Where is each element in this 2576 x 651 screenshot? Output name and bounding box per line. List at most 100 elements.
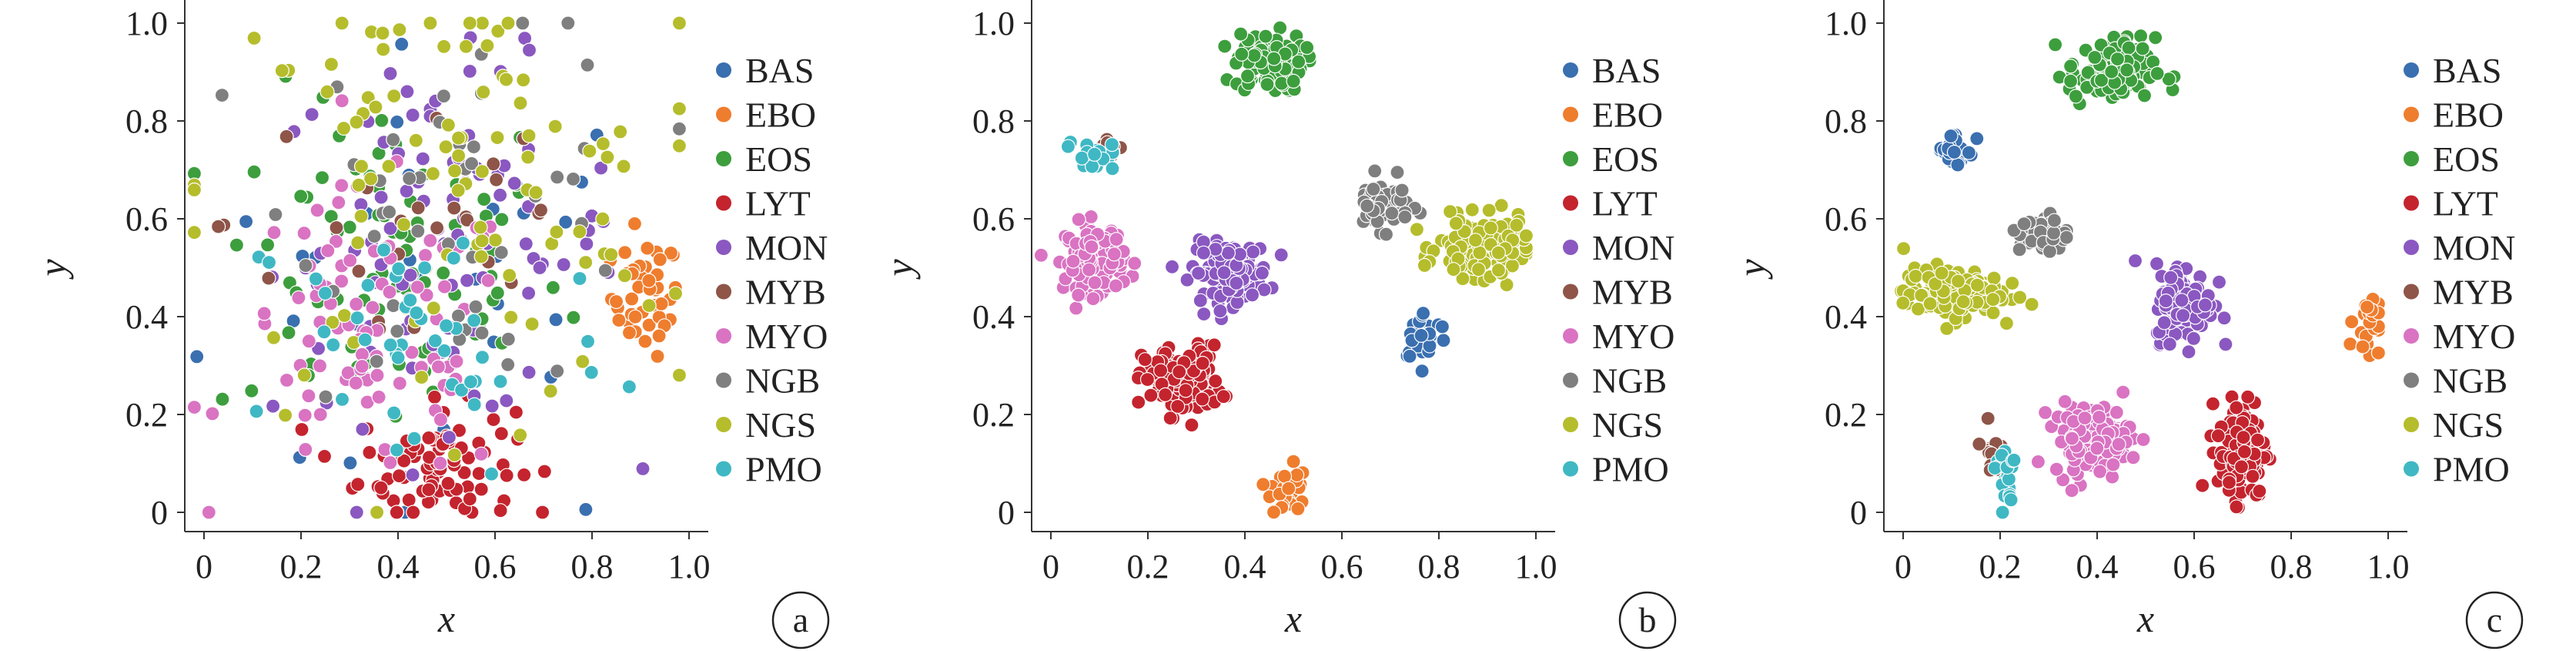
point-mon	[2149, 256, 2165, 271]
point-mon	[383, 221, 398, 237]
point-bas	[1969, 131, 1985, 146]
point-ebo	[641, 273, 657, 288]
y-tick-label: 1.0	[125, 5, 168, 42]
point-lyt	[1157, 387, 1173, 403]
legend-marker-lyt	[716, 195, 731, 211]
point-myo	[365, 300, 380, 315]
legend-marker-pmo	[716, 461, 731, 477]
legend-label-myb: MYB	[745, 273, 826, 312]
point-ngs	[1986, 270, 2002, 286]
point-lyt	[401, 492, 417, 508]
point-mon	[373, 190, 389, 205]
y-tick-label: 0.8	[972, 102, 1015, 140]
point-pmo	[383, 337, 398, 353]
legend-marker-ngb	[716, 372, 731, 388]
point-pmo	[334, 391, 350, 408]
point-pmo	[453, 382, 470, 398]
point-eos	[281, 325, 296, 341]
point-ngs	[528, 185, 544, 200]
point-myb	[329, 220, 344, 236]
point-mon	[2127, 253, 2143, 269]
point-ngs	[1969, 277, 1985, 293]
point-myo	[1069, 300, 1084, 316]
point-ngs	[595, 136, 611, 152]
point-mon	[521, 364, 537, 380]
point-lyt	[2210, 428, 2226, 444]
point-lyt	[389, 505, 404, 520]
point-mon	[579, 237, 594, 252]
point-pmo	[390, 350, 406, 365]
point-ngs	[1464, 202, 1480, 217]
point-myo	[433, 455, 448, 471]
point-ngs	[1490, 245, 1507, 260]
point-ngs	[1922, 296, 1938, 311]
point-myb	[1972, 436, 1987, 452]
point-lyt	[499, 468, 514, 483]
point-myo	[2030, 454, 2046, 470]
point-mon	[2216, 310, 2232, 326]
point-ngs	[474, 15, 490, 31]
x-axis-title: x	[1284, 597, 1302, 640]
point-myo	[1106, 247, 1122, 262]
legend-label-mon: MON	[745, 228, 828, 267]
point-ebo	[637, 334, 653, 349]
point-ngs	[266, 330, 282, 345]
point-ebo	[1286, 454, 1301, 469]
point-ngb	[298, 258, 313, 273]
point-ngs	[473, 249, 489, 264]
legend-marker-ngb	[2404, 372, 2419, 388]
point-ngs	[671, 367, 687, 383]
point-ngb	[2059, 230, 2074, 245]
point-ngs	[604, 247, 619, 263]
point-ngs	[572, 224, 587, 240]
point-pmo	[391, 261, 406, 277]
legend-marker-eos	[716, 151, 731, 166]
legend-marker-ebo	[2404, 106, 2419, 122]
point-eos	[1286, 73, 1301, 89]
point-bas	[548, 312, 564, 327]
point-ngb	[410, 223, 426, 239]
point-ngs	[1950, 273, 1966, 289]
point-eos	[244, 383, 259, 398]
point-myb	[429, 220, 445, 236]
point-ngb	[450, 308, 467, 324]
legend-label-bas: BAS	[2433, 51, 2501, 90]
point-ngs	[490, 130, 505, 146]
point-ngs	[336, 120, 352, 136]
point-lyt	[462, 492, 477, 507]
point-ebo	[621, 325, 637, 341]
point-lyt	[391, 468, 407, 484]
point-ebo	[2343, 336, 2358, 352]
point-ngb	[2012, 242, 2027, 257]
point-ngs	[353, 159, 370, 174]
point-ngs	[438, 139, 453, 155]
point-mon	[1179, 272, 1195, 287]
point-ngs	[524, 317, 540, 332]
point-myo	[279, 372, 295, 388]
point-bas	[1946, 144, 1962, 160]
point-eos	[2063, 59, 2079, 74]
point-ngb	[2046, 213, 2062, 228]
y-tick-label: 0.6	[1825, 200, 1867, 238]
point-ngs	[547, 119, 563, 134]
point-pmo	[438, 318, 454, 334]
legend-marker-pmo	[1563, 461, 1578, 477]
x-tick-label: 0.2	[280, 548, 323, 586]
point-mon	[1273, 247, 1289, 263]
point-ngs	[617, 268, 633, 284]
x-tick-label: 0	[1042, 548, 1059, 586]
legend-marker-myb	[2404, 284, 2419, 300]
point-ngs	[349, 114, 364, 130]
point-eos	[260, 237, 276, 253]
point-mon	[1213, 304, 1228, 319]
panel-letter-circle	[771, 591, 830, 649]
point-eos	[2121, 40, 2136, 55]
point-ngs	[440, 117, 457, 133]
point-ngs	[458, 39, 474, 54]
point-lyt	[421, 430, 437, 446]
point-eos	[2048, 37, 2063, 52]
point-ngb	[1397, 210, 1413, 225]
x-tick-label: 0.4	[1224, 548, 1266, 586]
